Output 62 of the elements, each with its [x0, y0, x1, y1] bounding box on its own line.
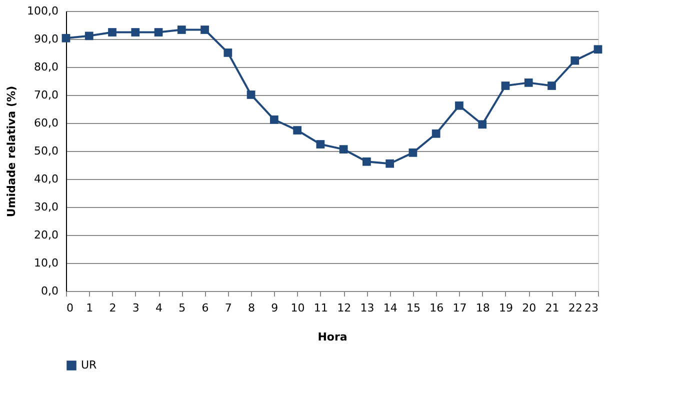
x-tick-label: 7 [224, 302, 232, 314]
point [386, 159, 394, 168]
x-tick-label: 6 [202, 302, 209, 314]
point [548, 82, 556, 90]
x-tick-label: 2 [109, 302, 116, 314]
point [455, 101, 464, 110]
x-tick-label: 18 [476, 302, 490, 314]
point [362, 157, 371, 166]
point [200, 26, 209, 34]
x-tick-label: 21 [545, 302, 560, 314]
point [501, 82, 510, 90]
point [131, 28, 140, 36]
y-axis-title: Umidade relativa (%) [5, 86, 18, 218]
point [478, 120, 487, 129]
x-tick-label: 14 [383, 302, 398, 314]
x-tick-label: 19 [498, 302, 513, 314]
legend-label: UR [81, 358, 98, 372]
point [108, 28, 116, 36]
point [432, 129, 440, 138]
x-tick-label: 15 [406, 302, 420, 314]
y-tick-label: 100,0 [27, 4, 58, 18]
point [84, 32, 94, 40]
y-tick-label: 20,0 [34, 228, 58, 242]
point [270, 115, 278, 124]
x-tick-label: 17 [452, 302, 467, 314]
x-tick-label: 5 [178, 302, 186, 314]
point [408, 148, 418, 157]
x-tick-label: 23 [584, 302, 598, 314]
point [154, 28, 163, 36]
x-tick-label: 16 [430, 302, 444, 314]
x-tick-label: 8 [248, 302, 256, 314]
x-axis-title: Hora [318, 330, 348, 344]
x-tick-label: 10 [290, 302, 305, 314]
x-tick-label: 13 [360, 302, 374, 314]
point [293, 126, 302, 134]
x-tick-label: 1 [86, 302, 94, 314]
y-tick-label: 40,0 [34, 172, 58, 186]
y-tick-label: 10,0 [34, 256, 58, 270]
point [246, 90, 256, 99]
x-tick-label: 9 [271, 302, 278, 314]
y-tick-label: 80,0 [34, 60, 58, 74]
y-tick-label: 60,0 [34, 116, 58, 130]
point [594, 45, 602, 54]
point [177, 26, 186, 34]
x-tick-label: 0 [66, 302, 74, 314]
y-tick-label: 50,0 [34, 144, 58, 158]
x-tick-label: 22 [568, 302, 582, 314]
point [316, 140, 325, 148]
point [524, 78, 533, 87]
point [224, 48, 232, 57]
x-tick-label: 11 [314, 302, 328, 314]
y-tick-label: 90,0 [34, 32, 58, 46]
point [570, 56, 580, 65]
point [339, 145, 348, 154]
x-tick-label: 12 [337, 302, 352, 314]
x-tick-label: 4 [156, 302, 163, 314]
y-tick-label: 0,0 [41, 284, 58, 298]
point [62, 34, 70, 42]
x-tick-label: 20 [522, 302, 536, 314]
x-tick-label: 3 [132, 302, 140, 314]
y-tick-label: 30,0 [34, 200, 58, 214]
y-tick-label: 70,0 [34, 88, 58, 102]
